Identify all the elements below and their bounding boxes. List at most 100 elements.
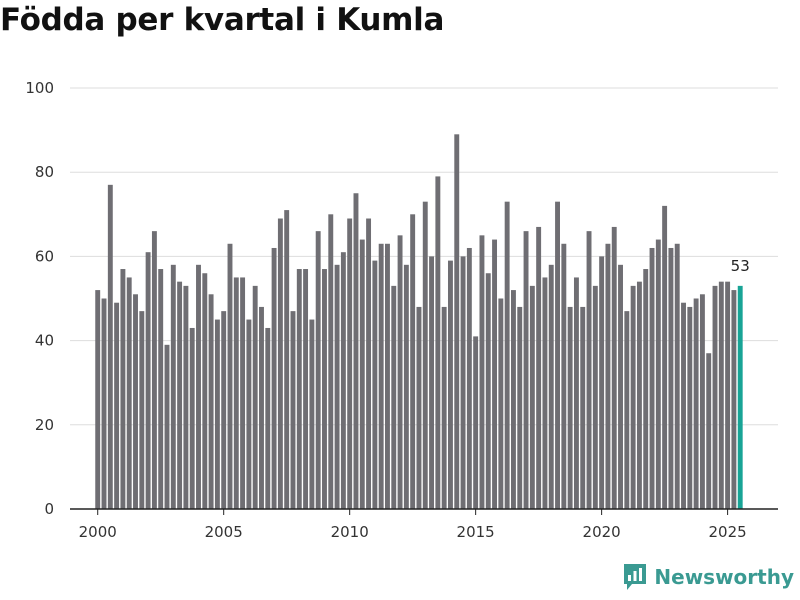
y-tick-label: 100	[25, 79, 54, 97]
bar	[712, 285, 718, 509]
bar	[265, 327, 271, 509]
bar	[271, 247, 277, 510]
bar	[466, 247, 472, 510]
bar	[687, 306, 693, 509]
latest-value-label: 53	[731, 257, 750, 275]
bar	[731, 290, 737, 509]
bar	[611, 226, 617, 509]
newsworthy-logo: Newsworthy	[622, 562, 794, 592]
x-tick-label: 2025	[709, 523, 747, 541]
bar	[529, 285, 535, 509]
bar	[353, 193, 359, 509]
bar	[429, 256, 435, 509]
y-tick-label: 40	[35, 332, 54, 350]
bar	[372, 260, 378, 509]
bar	[120, 269, 126, 509]
bar	[605, 243, 611, 509]
bar	[517, 306, 523, 509]
x-tick-label: 2005	[205, 523, 243, 541]
bar	[334, 264, 340, 509]
bar	[454, 134, 460, 509]
bar	[158, 269, 164, 509]
bar	[693, 298, 699, 509]
bar	[580, 306, 586, 509]
bar	[252, 285, 258, 509]
bar	[259, 306, 264, 509]
bar	[523, 231, 529, 509]
y-tick-label: 20	[35, 416, 54, 434]
bar-latest	[737, 285, 743, 509]
bar	[114, 302, 120, 509]
bar	[718, 281, 724, 509]
newsworthy-logo-icon	[624, 564, 647, 590]
bars	[95, 134, 743, 510]
bar	[196, 264, 201, 509]
bar	[397, 235, 403, 509]
bar	[296, 269, 302, 509]
bar	[536, 226, 542, 509]
bar	[189, 327, 195, 509]
bar	[662, 205, 668, 509]
data-labels: 53	[731, 257, 750, 275]
bar	[555, 201, 560, 510]
x-tick-label: 2010	[331, 523, 369, 541]
bar	[618, 264, 623, 509]
bar	[403, 264, 409, 509]
bar	[151, 231, 157, 509]
y-tick-label: 60	[35, 247, 54, 265]
bar	[498, 298, 504, 509]
bar	[630, 285, 636, 509]
bar	[309, 319, 315, 509]
bar	[643, 269, 649, 509]
bar	[240, 277, 246, 509]
bar	[277, 218, 283, 509]
bar	[290, 311, 296, 509]
bar	[510, 290, 516, 509]
bar	[208, 294, 214, 509]
bar	[674, 243, 680, 509]
bar	[177, 281, 183, 509]
bar	[170, 264, 176, 509]
y-tick-label: 80	[35, 163, 54, 181]
bar	[315, 231, 321, 509]
bar	[391, 285, 397, 509]
bar	[706, 353, 712, 509]
y-axis-ticks: 0 20 40 60 80 100	[25, 79, 54, 518]
bar	[668, 247, 674, 510]
bar	[548, 264, 554, 509]
bar	[649, 247, 655, 510]
bar	[416, 306, 422, 509]
x-tick-label: 2015	[457, 523, 495, 541]
bar	[473, 336, 479, 509]
bar	[542, 277, 548, 509]
bar	[340, 252, 346, 509]
bar	[284, 210, 290, 509]
bar	[126, 277, 132, 509]
bar	[214, 319, 220, 509]
bar	[347, 218, 353, 509]
bar	[699, 294, 705, 509]
bar	[233, 277, 239, 509]
bar	[573, 277, 579, 509]
bar	[567, 306, 573, 509]
x-axis: 2000 2005 2010 2015 2020 2025	[70, 508, 778, 541]
bar	[592, 285, 598, 509]
bar	[599, 256, 605, 509]
bar	[246, 319, 252, 509]
brand-name: Newsworthy	[654, 565, 794, 589]
bar	[183, 285, 189, 509]
bar	[636, 281, 642, 509]
bar	[624, 311, 630, 509]
bar	[586, 231, 592, 509]
bar	[681, 302, 686, 509]
bar	[139, 311, 145, 509]
bar	[95, 290, 101, 509]
bar	[101, 298, 107, 509]
bar	[435, 176, 441, 509]
bar	[359, 239, 365, 509]
bar	[422, 201, 428, 510]
bar	[385, 243, 390, 509]
bar	[221, 311, 227, 509]
bar	[145, 252, 151, 509]
